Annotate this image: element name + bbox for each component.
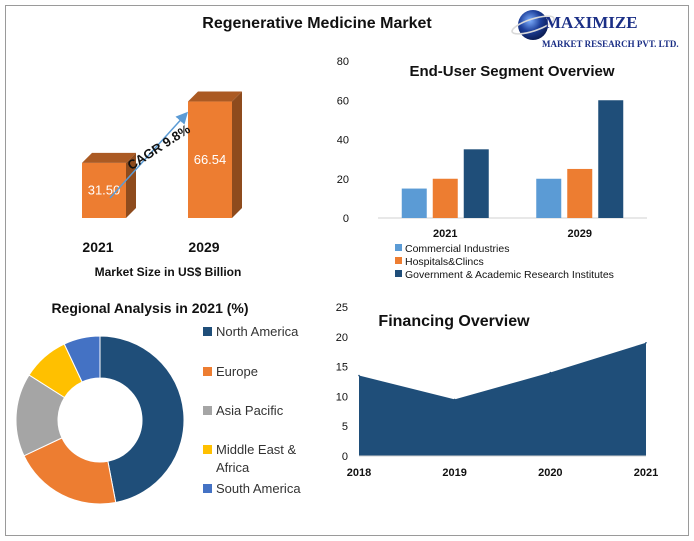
financing-ytick: 5: [342, 421, 348, 433]
financing-xtick: 2019: [442, 467, 466, 479]
market-bar-side: [126, 152, 136, 218]
regional-legend-label: North America: [216, 324, 299, 339]
end-user-title: End-User Segment Overview: [409, 63, 614, 80]
end-user-chart: End-User Segment Overview 0 20 40 60 80 2021 2…: [337, 56, 647, 281]
regional-legend-swatch: [203, 367, 212, 376]
regional-legend-label: South America: [216, 481, 301, 496]
market-category-label: 2029: [188, 239, 219, 255]
financing-ytick: 10: [336, 391, 348, 403]
page-title: Regenerative Medicine Market: [202, 15, 432, 32]
financing-xtick: 2020: [538, 467, 562, 479]
globe-icon: [518, 10, 548, 40]
logo-tagline: MARKET RESEARCH PVT. LTD.: [542, 39, 679, 49]
end-user-bar: [463, 149, 489, 218]
company-logo: MAXIMIZE MARKET RESEARCH PVT. LTD.: [511, 10, 679, 49]
end-user-legend-swatch: [395, 270, 402, 277]
financing-point: [453, 398, 456, 401]
financing-ytick: 0: [342, 451, 348, 463]
end-user-bar: [567, 168, 593, 218]
market-value-label: 31.50: [88, 182, 121, 197]
financing-point: [358, 374, 360, 377]
market-value-label: 66.54: [194, 152, 227, 167]
market-bar-2021: [82, 162, 126, 218]
end-user-xtick: 2021: [433, 228, 457, 240]
regional-legend-label: Africa: [216, 460, 250, 475]
regional-legend-swatch: [203, 445, 212, 454]
end-user-bar: [401, 188, 427, 218]
end-user-bar: [432, 178, 458, 218]
cagr-label: CAGR 9.8%: [125, 121, 194, 173]
end-user-legend-swatch: [395, 257, 402, 264]
financing-point: [549, 371, 552, 374]
regional-legend-label: Middle East &: [216, 442, 297, 457]
financing-title: Financing Overview: [378, 313, 530, 330]
end-user-legend-label: Government & Academic Research Institute…: [405, 269, 614, 281]
cagr-arrow: [109, 111, 189, 199]
market-bar-top: [82, 152, 136, 163]
end-user-ytick: 20: [337, 174, 349, 186]
end-user-legend-swatch: [395, 244, 402, 251]
financing-area: [359, 342, 646, 456]
market-size-xlabel: Market Size in US$ Billion: [95, 265, 242, 279]
regional-legend-label: Europe: [216, 364, 258, 379]
end-user-bar: [536, 178, 562, 218]
regional-legend-swatch: [203, 327, 212, 336]
regional-legend-label: Asia Pacific: [216, 403, 284, 418]
end-user-bar: [598, 100, 624, 218]
donut-slice: [99, 335, 185, 504]
end-user-ytick: 80: [337, 56, 349, 68]
donut-slice: [63, 335, 101, 383]
logo-name: MAXIMIZE: [545, 13, 638, 32]
financing-ytick: 15: [336, 362, 348, 374]
market-bar-side: [232, 91, 242, 218]
end-user-legend-label: Hospitals&Clincs: [405, 256, 484, 268]
financing-ytick: 20: [336, 332, 348, 344]
regional-title: Regional Analysis in 2021 (%): [51, 300, 248, 316]
regional-legend-swatch: [203, 406, 212, 415]
financing-ytick: 25: [336, 302, 348, 314]
regional-chart: Regional Analysis in 2021 (%) North Amer…: [15, 300, 301, 505]
end-user-ytick: 40: [337, 135, 349, 147]
market-size-chart: 31.50 2021 66.54 2029 CAGR 9.8% Market Size…: [82, 91, 242, 279]
end-user-xtick: 2029: [568, 228, 592, 240]
financing-point: [645, 341, 647, 344]
financing-xtick: 2021: [634, 467, 658, 479]
end-user-ytick: 0: [343, 213, 349, 225]
market-category-label: 2021: [82, 239, 113, 255]
end-user-legend-label: Commercial Industries: [405, 243, 509, 255]
orbit-ring: [511, 15, 555, 35]
regional-legend-swatch: [203, 484, 212, 493]
financing-xtick: 2018: [347, 467, 371, 479]
end-user-ytick: 60: [337, 95, 349, 107]
market-bar-top: [188, 91, 242, 102]
financing-chart: Financing Overview 0 5 10 15 20 25 2018 2019 202…: [336, 302, 658, 479]
market-bar-2029: [188, 101, 232, 218]
